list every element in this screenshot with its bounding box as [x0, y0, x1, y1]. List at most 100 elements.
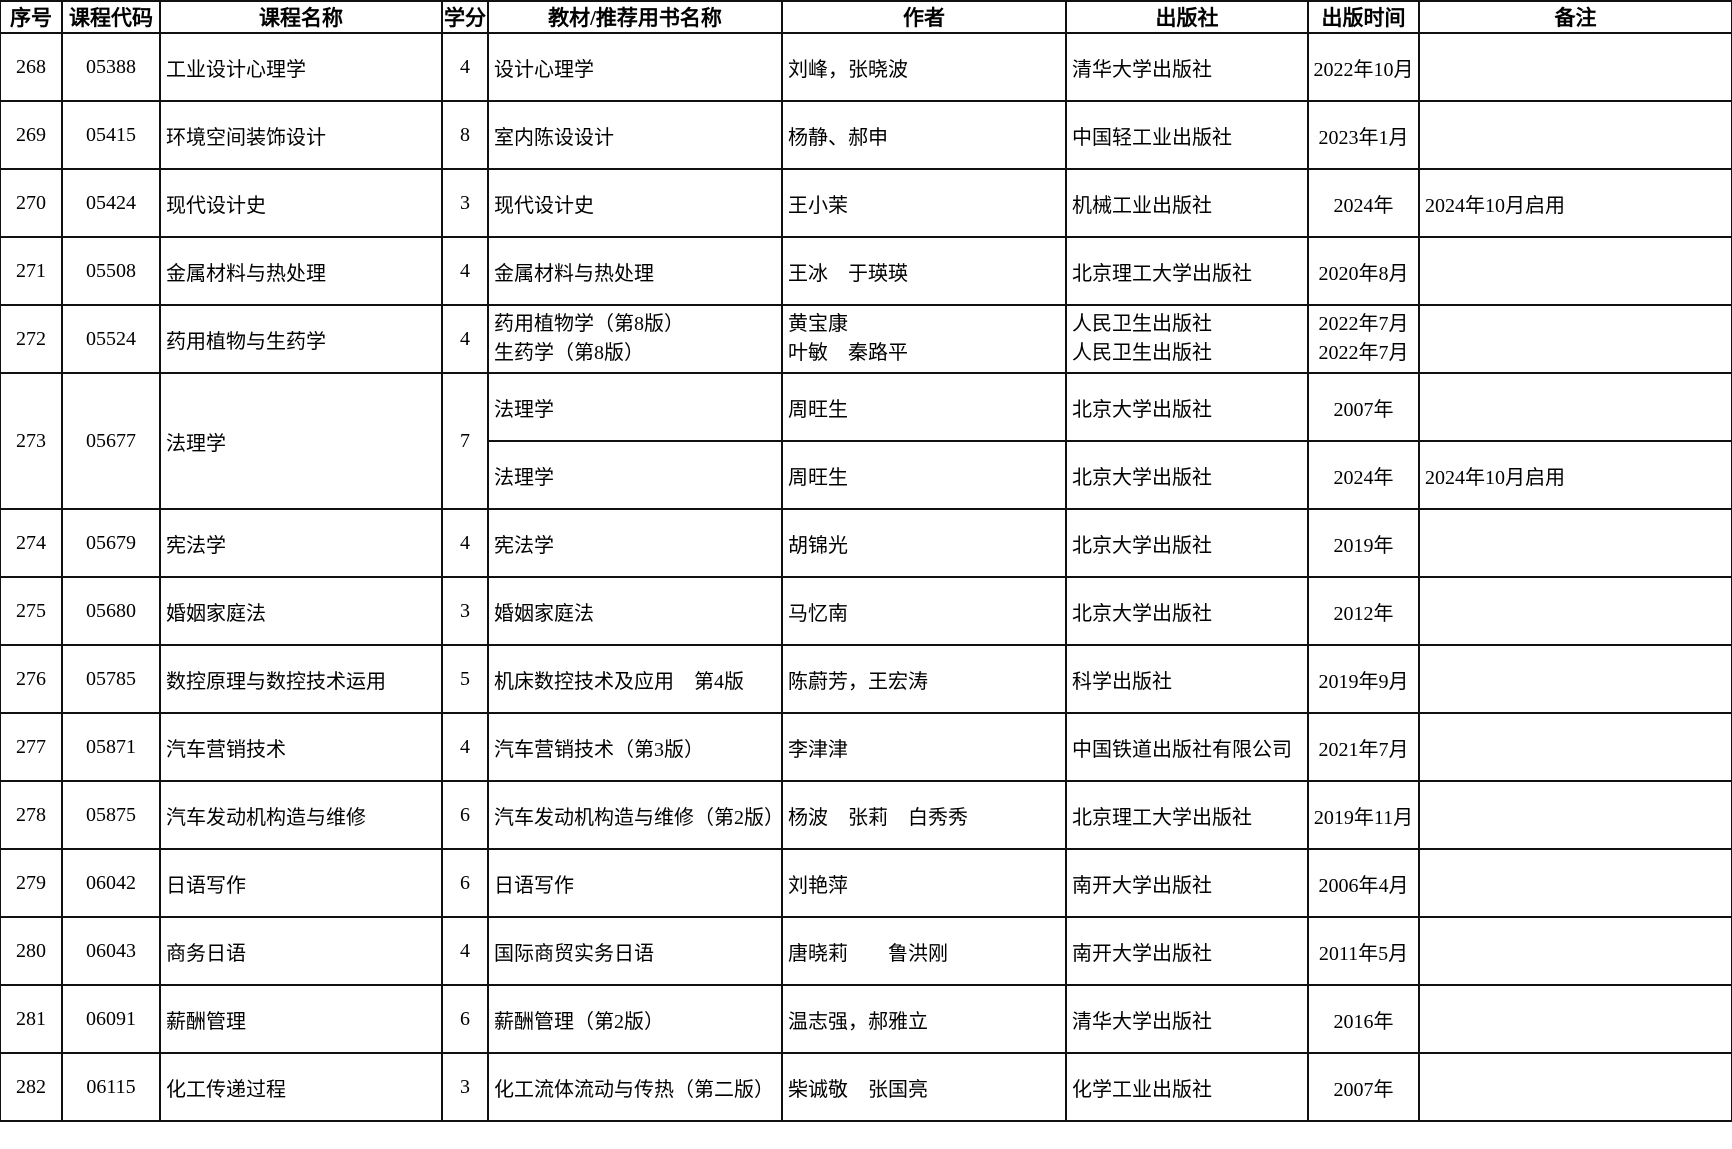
header-col-pub-date: 出版时间 — [1307, 0, 1420, 34]
pub-date-cell: 2023年1月 — [1307, 100, 1420, 170]
publisher-cell: 机械工业出版社 — [1065, 168, 1309, 238]
author-cell: 李津津 — [781, 712, 1067, 782]
course-code-cell: 05415 — [61, 100, 161, 170]
pub-date-cell: 2007年 — [1307, 372, 1420, 442]
pub-date-cell: 2006年4月 — [1307, 848, 1420, 918]
publisher-cell: 北京大学出版社 — [1065, 508, 1309, 578]
header-col-seq: 序号 — [0, 0, 63, 34]
course-name-cell: 金属材料与热处理 — [159, 236, 443, 306]
credits-cell: 3 — [441, 1052, 489, 1122]
publisher-cell: 化学工业出版社 — [1065, 1052, 1309, 1122]
course-name-cell: 化工传递过程 — [159, 1052, 443, 1122]
seq-cell: 271 — [0, 236, 63, 306]
header-col-textbook: 教材/推荐用书名称 — [487, 0, 783, 34]
course-code-cell: 06043 — [61, 916, 161, 986]
credits-cell: 4 — [441, 916, 489, 986]
remark-cell — [1418, 780, 1732, 850]
credits-cell: 4 — [441, 304, 489, 374]
remark-cell — [1418, 712, 1732, 782]
author-cell: 陈蔚芳，王宏涛 — [781, 644, 1067, 714]
pub-date-cell: 2011年5月 — [1307, 916, 1420, 986]
course-table-body: 268 05388 工业设计心理学 4 设计心理学 刘峰，张晓波 清华大学出版社 2022年1… — [0, 32, 1732, 1122]
course-code-cell: 05679 — [61, 508, 161, 578]
textbook-cell: 法理学 — [487, 440, 783, 510]
table-header-row: 序号 课程代码 课程名称 学分 教材/推荐用书名称 作者 出版社 出版时间 备注 — [0, 0, 1732, 34]
seq-cell: 274 — [0, 508, 63, 578]
author-cell: 杨静、郝申 — [781, 100, 1067, 170]
seq-cell: 275 — [0, 576, 63, 646]
table-sub-row: 法理学 周旺生 北京大学出版社 2024年 2024年10月启用 — [0, 440, 1732, 510]
course-name-cell: 工业设计心理学 — [159, 32, 443, 102]
table-row: 271 05508 金属材料与热处理 4 金属材料与热处理 王冰 于瑛瑛 北京理工大学出版社… — [0, 236, 1732, 306]
course-name-cell: 宪法学 — [159, 508, 443, 578]
textbook-cell: 室内陈设设计 — [487, 100, 783, 170]
author-cell-line: 叶敏 秦路平 — [788, 342, 908, 364]
course-code-cell: 05508 — [61, 236, 161, 306]
header-col-course-name: 课程名称 — [159, 0, 443, 34]
textbook-cell: 现代设计史 — [487, 168, 783, 238]
publisher-cell-line: 人民卫生出版社 — [1072, 313, 1212, 335]
course-name-cell: 汽车发动机构造与维修 — [159, 780, 443, 850]
textbook-cell: 婚姻家庭法 — [487, 576, 783, 646]
publisher-cell: 北京理工大学出版社 — [1065, 236, 1309, 306]
course-name-cell: 数控原理与数控技术运用 — [159, 644, 443, 714]
table-row: 270 05424 现代设计史 3 现代设计史 王小茉 机械工业出版社 2024年 2024年1… — [0, 168, 1732, 238]
course-code-cell: 05875 — [61, 780, 161, 850]
seq-cell: 276 — [0, 644, 63, 714]
course-code-cell: 05677 — [61, 372, 161, 510]
remark-cell — [1418, 1052, 1732, 1122]
textbook-cell: 药用植物学（第8版） 生药学（第8版） — [487, 304, 783, 374]
table-row: 280 06043 商务日语 4 国际商贸实务日语 唐晓莉 鲁洪刚 南开大学出版社 2011年… — [0, 916, 1732, 986]
course-name-cell: 现代设计史 — [159, 168, 443, 238]
course-name-cell: 法理学 — [159, 372, 443, 510]
course-code-cell: 05424 — [61, 168, 161, 238]
table-row: 281 06091 薪酬管理 6 薪酬管理（第2版） 温志强，郝雅立 清华大学出版社 2016… — [0, 984, 1732, 1054]
table-row: 272 05524 药用植物与生药学 4 药用植物学（第8版） 生药学（第8版） 黄宝康 叶敏… — [0, 304, 1732, 374]
credits-cell: 6 — [441, 984, 489, 1054]
author-cell: 杨波 张莉 白秀秀 — [781, 780, 1067, 850]
pub-date-cell: 2019年 — [1307, 508, 1420, 578]
credits-cell: 7 — [441, 372, 489, 510]
pub-date-cell-line: 2022年7月 — [1318, 313, 1409, 335]
table-row: 273 05677 法理学 7 法理学 周旺生 北京大学出版社 2007年 — [0, 372, 1732, 510]
pub-date-cell: 2016年 — [1307, 984, 1420, 1054]
author-cell: 唐晓莉 鲁洪刚 — [781, 916, 1067, 986]
table-row: 275 05680 婚姻家庭法 3 婚姻家庭法 马忆南 北京大学出版社 2012年 — [0, 576, 1732, 646]
course-name-cell: 商务日语 — [159, 916, 443, 986]
pub-date-cell: 2019年11月 — [1307, 780, 1420, 850]
publisher-cell-line: 人民卫生出版社 — [1072, 342, 1212, 364]
header-col-author: 作者 — [781, 0, 1067, 34]
author-cell: 黄宝康 叶敏 秦路平 — [781, 304, 1067, 374]
pub-date-cell: 2019年9月 — [1307, 644, 1420, 714]
publisher-cell: 南开大学出版社 — [1065, 848, 1309, 918]
author-cell: 柴诚敬 张国亮 — [781, 1052, 1067, 1122]
pub-date-cell: 2022年7月 2022年7月 — [1307, 304, 1420, 374]
course-code-cell: 05388 — [61, 32, 161, 102]
credits-cell: 4 — [441, 32, 489, 102]
publisher-cell: 中国铁道出版社有限公司 — [1065, 712, 1309, 782]
pub-date-cell: 2024年 — [1307, 168, 1420, 238]
table-row: 279 06042 日语写作 6 日语写作 刘艳萍 南开大学出版社 2006年4月 — [0, 848, 1732, 918]
course-name-cell: 汽车营销技术 — [159, 712, 443, 782]
seq-cell: 273 — [0, 372, 63, 510]
credits-cell: 6 — [441, 780, 489, 850]
seq-cell: 282 — [0, 1052, 63, 1122]
course-code-cell: 06042 — [61, 848, 161, 918]
seq-cell: 281 — [0, 984, 63, 1054]
course-name-cell: 环境空间装饰设计 — [159, 100, 443, 170]
publisher-cell: 北京大学出版社 — [1065, 576, 1309, 646]
remark-cell: 2024年10月启用 — [1418, 440, 1732, 510]
textbook-cell: 薪酬管理（第2版） — [487, 984, 783, 1054]
publisher-cell: 北京大学出版社 — [1065, 372, 1309, 442]
author-cell: 刘艳萍 — [781, 848, 1067, 918]
pub-date-cell: 2022年10月 — [1307, 32, 1420, 102]
credits-cell: 6 — [441, 848, 489, 918]
course-name-cell: 日语写作 — [159, 848, 443, 918]
remark-cell — [1418, 644, 1732, 714]
pub-date-cell: 2020年8月 — [1307, 236, 1420, 306]
publisher-cell: 清华大学出版社 — [1065, 32, 1309, 102]
header-col-credits: 学分 — [441, 0, 489, 34]
course-textbook-table: 序号 课程代码 课程名称 学分 教材/推荐用书名称 作者 出版社 出版时间 备注… — [0, 0, 1732, 1122]
seq-cell: 272 — [0, 304, 63, 374]
remark-cell — [1418, 984, 1732, 1054]
